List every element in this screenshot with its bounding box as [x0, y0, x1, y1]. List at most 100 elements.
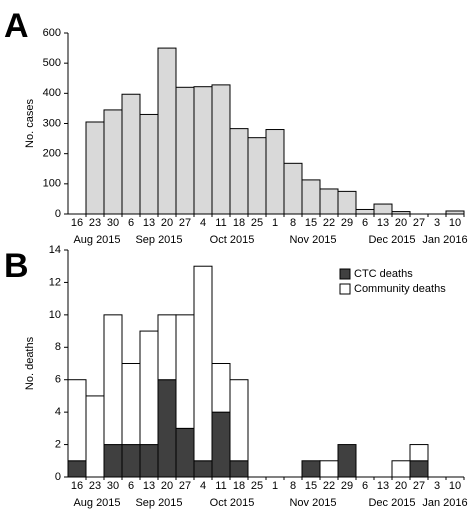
x-tick-label: 1 [272, 480, 278, 492]
x-tick-label: 6 [128, 480, 134, 492]
x-tick-label: 13 [377, 480, 389, 492]
x-tick-label: 13 [143, 217, 155, 229]
bar [85, 395, 105, 478]
x-tick-label: 20 [395, 217, 407, 229]
bar [139, 113, 159, 215]
x-tick-label: 10 [449, 480, 461, 492]
x-tick-label: 23 [89, 480, 101, 492]
month-label: Sep 2015 [135, 497, 182, 509]
y-tick-label: 2 [55, 438, 61, 450]
bar [229, 128, 249, 215]
x-tick-label: 25 [251, 217, 263, 229]
x-tick-label: 11 [215, 217, 226, 229]
month-label: Jan 2016 [422, 234, 467, 246]
x-tick-label: 4 [200, 480, 206, 492]
bar [373, 203, 393, 215]
x-tick-label: 1 [272, 217, 278, 229]
bar [85, 121, 105, 215]
y-tick-label: 100 [43, 178, 61, 190]
bar [319, 460, 339, 478]
month-label: Nov 2015 [289, 234, 336, 246]
x-tick-label: 23 [89, 217, 101, 229]
month-label: Dec 2015 [368, 234, 415, 246]
month-label: Oct 2015 [210, 234, 255, 246]
bar [157, 47, 177, 215]
x-tick-label: 27 [413, 217, 425, 229]
x-tick-label: 8 [290, 480, 296, 492]
x-tick-label: 29 [341, 217, 353, 229]
y-tick-label: 0 [55, 208, 61, 220]
bar [211, 84, 231, 215]
bar [121, 444, 141, 478]
x-tick-label: 11 [215, 480, 226, 492]
bar [67, 379, 87, 462]
y-tick-label: 300 [43, 117, 61, 129]
x-tick-label: 30 [107, 480, 119, 492]
y-tick-label: 600 [43, 27, 61, 39]
panel-label: A [4, 7, 29, 45]
bar [301, 460, 321, 478]
bar [103, 314, 123, 446]
bar [355, 208, 375, 215]
bar [283, 162, 303, 215]
bar [103, 444, 123, 478]
bar [229, 379, 249, 462]
x-tick-label: 16 [71, 217, 83, 229]
x-tick-label: 15 [305, 217, 317, 229]
y-tick-label: 10 [49, 309, 61, 321]
x-tick-label: 10 [449, 217, 461, 229]
bar [211, 411, 231, 478]
legend-swatch [339, 283, 351, 295]
x-tick-label: 8 [290, 217, 296, 229]
bar [265, 129, 285, 215]
bar [139, 444, 159, 478]
x-tick-label: 3 [434, 217, 440, 229]
bar [121, 363, 141, 446]
x-tick-label: 16 [71, 480, 83, 492]
y-axis-label: No. deaths [24, 336, 36, 390]
panel-label: B [4, 247, 29, 285]
y-tick-label: 4 [55, 406, 61, 418]
x-tick-label: 18 [233, 217, 245, 229]
x-tick-label: 22 [323, 217, 335, 229]
y-tick-label: 14 [49, 244, 61, 256]
x-tick-label: 25 [251, 480, 263, 492]
x-tick-label: 27 [179, 480, 191, 492]
bar [103, 109, 123, 215]
y-tick-label: 0 [55, 471, 61, 483]
bar [337, 190, 357, 215]
x-tick-label: 20 [161, 480, 173, 492]
y-tick-label: 500 [43, 57, 61, 69]
x-tick-label: 29 [341, 480, 353, 492]
x-tick-label: 6 [362, 217, 368, 229]
x-tick-label: 13 [143, 480, 155, 492]
x-tick-label: 6 [362, 480, 368, 492]
x-tick-label: 20 [161, 217, 173, 229]
x-tick-label: 4 [200, 217, 206, 229]
bar [139, 330, 159, 446]
month-label: Aug 2015 [73, 497, 120, 509]
bar [175, 86, 195, 215]
y-tick-label: 12 [49, 276, 61, 288]
month-label: Jan 2016 [422, 497, 467, 509]
legend-swatch [339, 268, 351, 280]
bar [67, 460, 87, 478]
y-tick-label: 6 [55, 374, 61, 386]
month-label: Sep 2015 [135, 234, 182, 246]
month-label: Dec 2015 [368, 497, 415, 509]
x-tick-label: 30 [107, 217, 119, 229]
month-label: Aug 2015 [73, 234, 120, 246]
y-axis-label: No. cases [24, 99, 36, 148]
x-tick-label: 27 [179, 217, 191, 229]
bar [301, 179, 321, 215]
bar [157, 314, 177, 381]
x-tick-label: 6 [128, 217, 134, 229]
bar [229, 460, 249, 478]
x-tick-label: 3 [434, 480, 440, 492]
bar [409, 460, 429, 478]
month-label: Nov 2015 [289, 497, 336, 509]
legend-label: Community deaths [354, 283, 446, 295]
x-tick-label: 20 [395, 480, 407, 492]
y-tick-label: 400 [43, 87, 61, 99]
